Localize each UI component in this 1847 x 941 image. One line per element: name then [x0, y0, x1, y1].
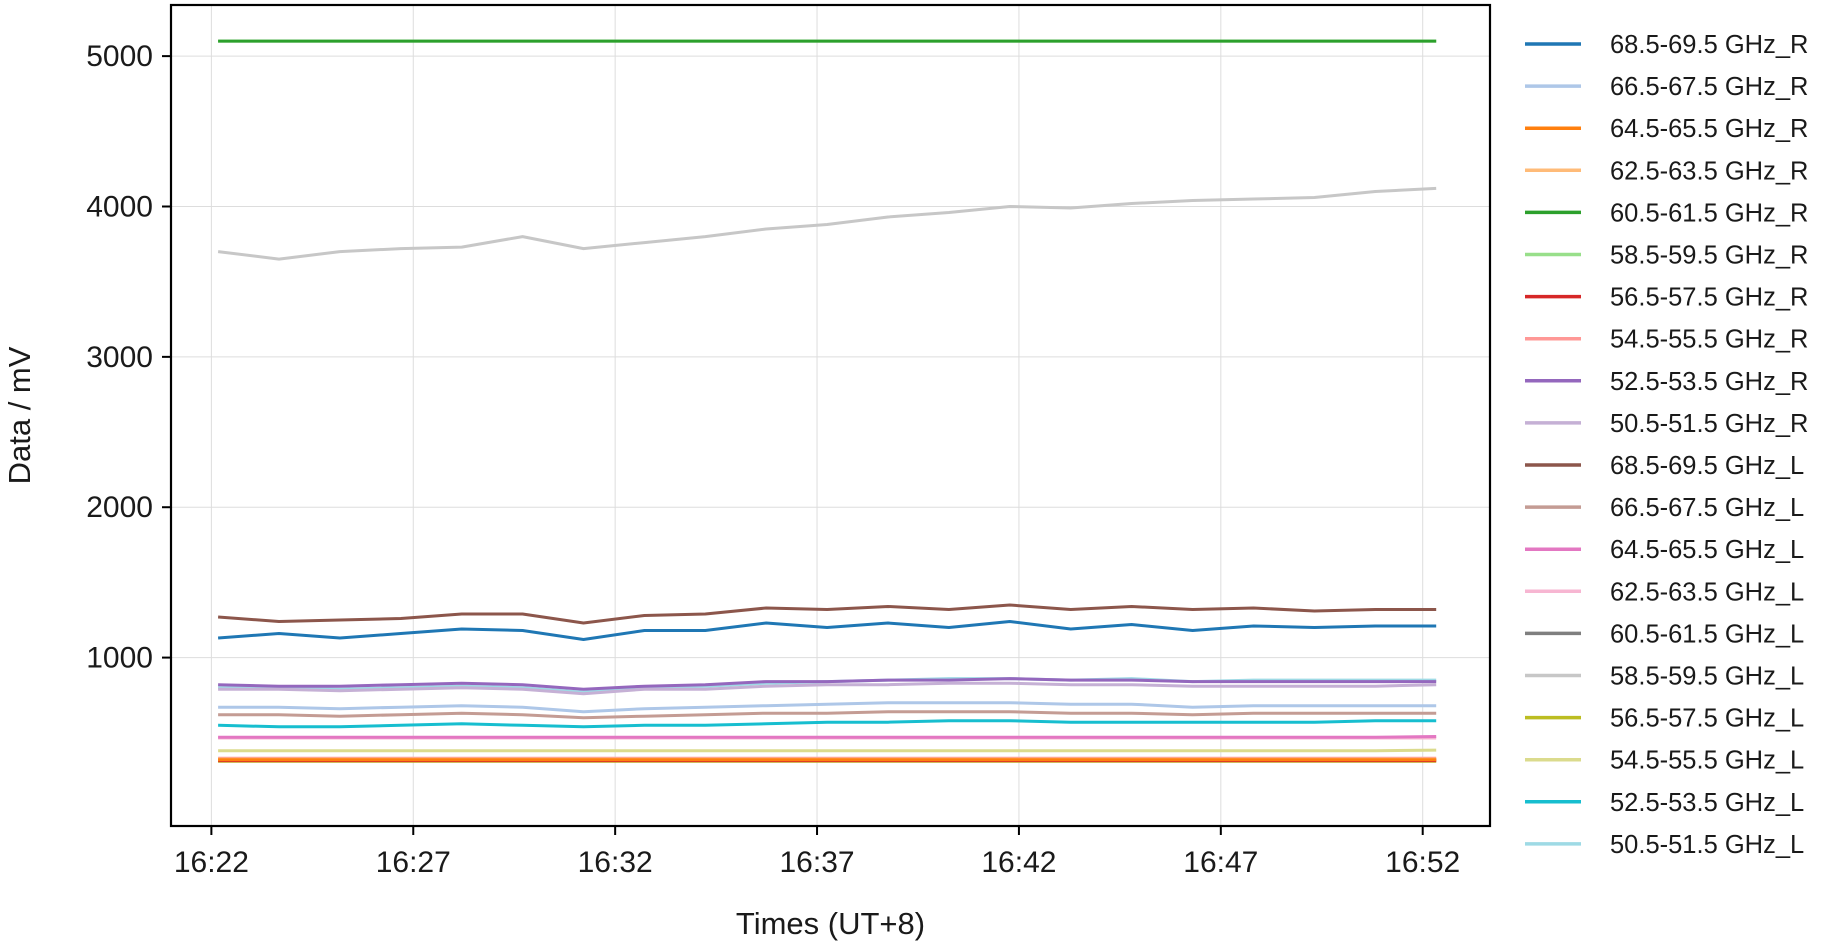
series-line — [218, 681, 1437, 696]
y-axis-title: Data / mV — [2, 346, 37, 484]
legend-label: 52.5-53.5 GHz_R — [1610, 368, 1808, 396]
legend-label: 68.5-69.5 GHz_L — [1610, 452, 1804, 480]
legend-label: 58.5-59.5 GHz_L — [1610, 663, 1804, 691]
legend-label: 58.5-59.5 GHz_R — [1610, 242, 1808, 270]
series-line — [218, 710, 1437, 720]
series-line — [218, 735, 1437, 739]
legend-label: 54.5-55.5 GHz_R — [1610, 326, 1808, 354]
legend-label: 68.5-69.5 GHz_R — [1610, 31, 1808, 59]
y-tick-label: 4000 — [86, 190, 153, 223]
y-tick-label: 3000 — [86, 341, 153, 374]
y-tick-label: 1000 — [86, 642, 153, 675]
legend-label: 66.5-67.5 GHz_L — [1610, 494, 1804, 522]
y-tick-label: 2000 — [86, 491, 153, 524]
x-tick-label: 16:22 — [174, 846, 249, 879]
legend-label: 52.5-53.5 GHz_L — [1610, 789, 1804, 817]
x-tick-label: 16:47 — [1183, 846, 1258, 879]
series-line — [217, 603, 1437, 625]
legend-label: 56.5-57.5 GHz_R — [1610, 284, 1808, 312]
x-tick-label: 16:27 — [376, 846, 451, 879]
plot-frame — [169, 3, 1492, 828]
series-lines — [217, 39, 1437, 763]
x-axis-title: Times (UT+8) — [736, 906, 925, 941]
legend: 68.5-69.5 GHz_R 66.5-67.5 GHz_R 64.5-65.5 … — [1525, 31, 1808, 859]
legend-label: 64.5-65.5 GHz_L — [1610, 536, 1804, 564]
legend-label: 66.5-67.5 GHz_R — [1610, 73, 1808, 101]
axis-ticks: 1000 2000 3000 4000 5000 16:22 16:27 16:32 16:37… — [86, 40, 1460, 879]
legend-label: 50.5-51.5 GHz_L — [1610, 831, 1804, 859]
series-line — [218, 701, 1437, 714]
series-line — [218, 719, 1437, 729]
legend-label: 54.5-55.5 GHz_L — [1610, 747, 1804, 775]
legend-label: 62.5-63.5 GHz_L — [1610, 578, 1804, 606]
legend-label: 62.5-63.5 GHz_R — [1610, 157, 1808, 185]
series-line — [218, 677, 1437, 691]
series-line — [218, 748, 1437, 753]
legend-label: 60.5-61.5 GHz_L — [1610, 620, 1804, 648]
x-tick-label: 16:32 — [578, 846, 653, 879]
grid — [171, 5, 1490, 826]
series-line — [217, 186, 1437, 261]
series-line — [217, 620, 1437, 641]
legend-label: 60.5-61.5 GHz_R — [1610, 199, 1808, 227]
y-tick-label: 5000 — [86, 40, 153, 73]
x-tick-label: 16:37 — [780, 846, 855, 879]
legend-label: 50.5-51.5 GHz_R — [1610, 410, 1808, 438]
legend-label: 56.5-57.5 GHz_L — [1610, 705, 1804, 733]
x-tick-label: 16:42 — [981, 846, 1056, 879]
legend-label: 64.5-65.5 GHz_R — [1610, 115, 1808, 143]
x-tick-label: 16:52 — [1385, 846, 1460, 879]
